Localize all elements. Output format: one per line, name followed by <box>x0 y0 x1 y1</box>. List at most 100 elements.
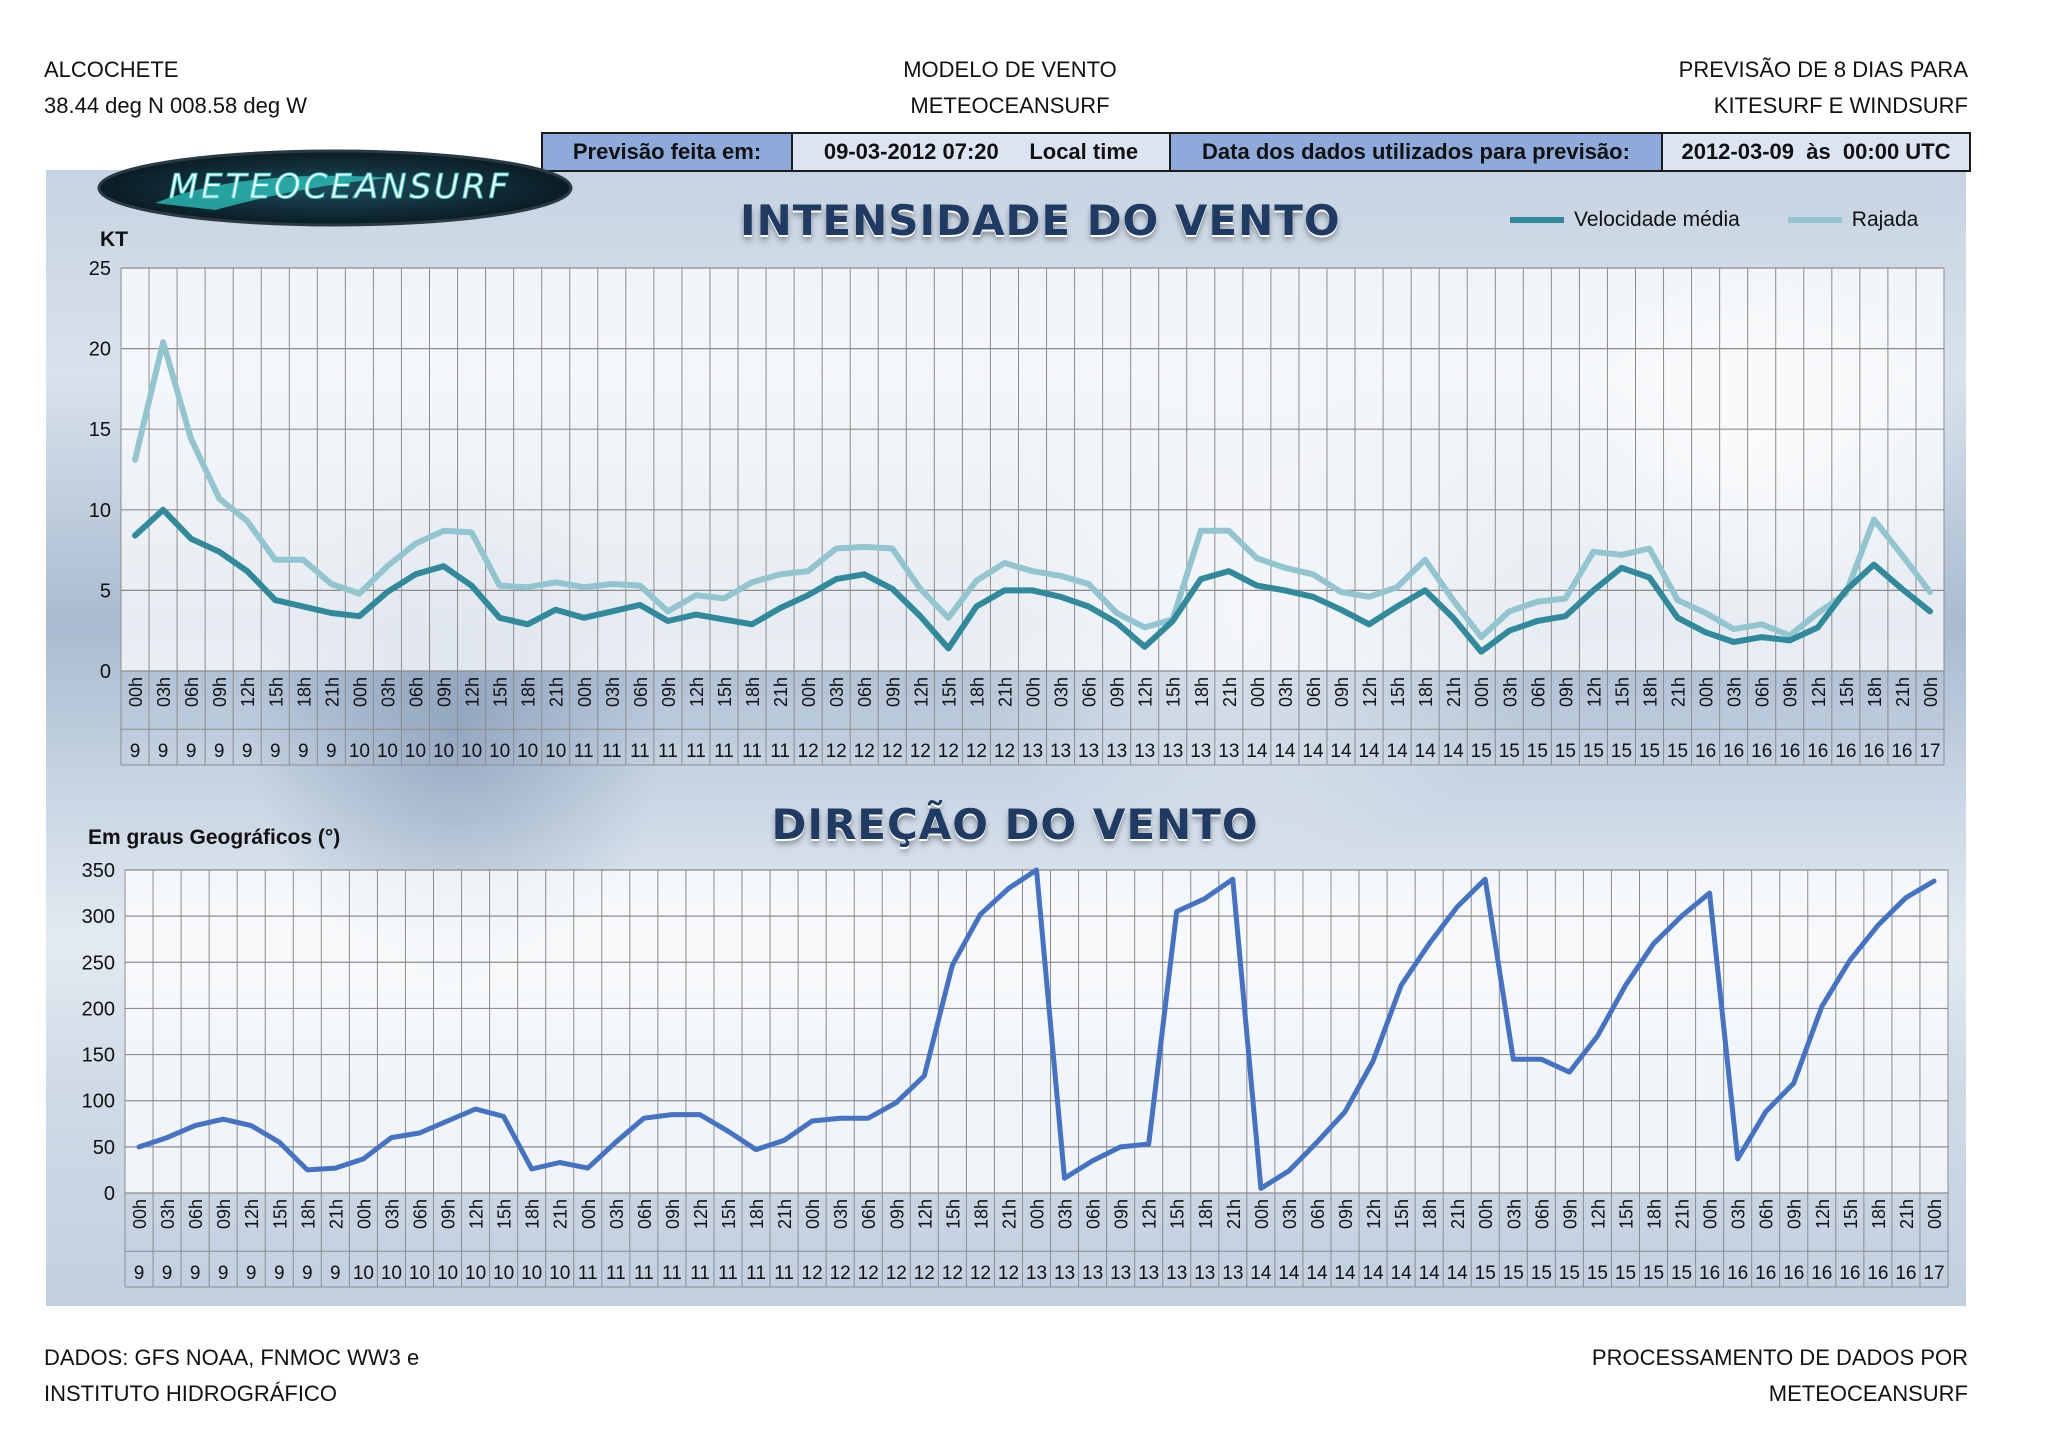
wind-speed-y-tick-label: 5 <box>100 580 111 602</box>
wind-speed-x-day-label: 11 <box>630 741 650 762</box>
wind-speed-x-day-label: 11 <box>602 741 622 762</box>
wind-direction-x-day-label: 14 <box>1447 1263 1469 1284</box>
wind-speed-x-hour-label: 15h <box>266 677 286 707</box>
wind-direction-x-day-label: 16 <box>1699 1263 1720 1284</box>
forecast-made-value: 09-03-2012 07:20 Local time <box>793 134 1171 170</box>
wind-speed-x-day-label: 11 <box>574 741 594 762</box>
location-coordinates: 38.44 deg N 008.58 deg W <box>44 93 307 118</box>
model-header: MODELO DE VENTO METEOCEANSURF <box>760 52 1260 124</box>
data-date-value: 2012-03-09 às 00:00 UTC <box>1663 134 1969 170</box>
wind-direction-x-hour-label: 00h <box>579 1199 599 1229</box>
wind-speed-x-day-label: 16 <box>1779 741 1800 762</box>
wind-speed-series-line-1 <box>132 339 1933 641</box>
wind-speed-legend: Velocidade média Rajada <box>1510 208 1918 232</box>
wind-direction-x-hour-label: 18h <box>747 1199 767 1229</box>
wind-direction-x-hour-label: 06h <box>1532 1199 1552 1229</box>
wind-direction-x-hour-label: 06h <box>859 1199 879 1229</box>
wind-direction-x-day-label: 13 <box>1082 1263 1103 1284</box>
wind-direction-x-day-label: 14 <box>1419 1263 1441 1284</box>
wind-speed-x-hour-label: 18h <box>519 677 539 707</box>
wind-direction-x-day-label: 12 <box>830 1263 851 1284</box>
wind-direction-x-hour-label: 12h <box>1140 1199 1160 1229</box>
legend-gust-swatch <box>1787 217 1842 223</box>
wind-direction-x-hour-label: 03h <box>158 1199 178 1229</box>
data-source-line1: DADOS: GFS NOAA, FNMOC WW3 e <box>44 1345 420 1370</box>
data-source-footer: DADOS: GFS NOAA, FNMOC WW3 e INSTITUTO H… <box>44 1340 419 1412</box>
wind-direction-x-day-label: 14 <box>1278 1263 1300 1284</box>
wind-direction-x-day-label: 16 <box>1783 1263 1804 1284</box>
wind-speed-x-day-label: 15 <box>1471 741 1492 762</box>
wind-direction-x-day-label: 14 <box>1362 1263 1384 1284</box>
wind-speed-x-day-label: 14 <box>1358 741 1380 762</box>
wind-speed-x-hour-label: 03h <box>1500 677 1520 707</box>
wind-direction-x-day-label: 15 <box>1671 1263 1692 1284</box>
wind-direction-x-hour-label: 12h <box>1588 1199 1608 1229</box>
wind-direction-x-day-label: 11 <box>746 1263 766 1284</box>
wind-direction-x-hour-label: 00h <box>1252 1199 1272 1229</box>
wind-speed-x-hour-label: 09h <box>1108 677 1128 707</box>
wind-speed-x-hour-label: 00h <box>1248 677 1268 707</box>
wind-speed-x-day-label: 9 <box>270 741 281 762</box>
wind-direction-x-hour-label: 18h <box>523 1199 543 1229</box>
wind-speed-x-day-label: 11 <box>686 741 706 762</box>
wind-direction-x-day-label: 12 <box>914 1263 935 1284</box>
forecast-title: PREVISÃO DE 8 DIAS PARA <box>1678 57 1968 82</box>
wind-direction-x-hour-label: 00h <box>803 1199 823 1229</box>
model-title: MODELO DE VENTO <box>903 57 1117 82</box>
wind-direction-x-hour-label: 12h <box>1364 1199 1384 1229</box>
wind-speed-x-day-label: 15 <box>1527 741 1548 762</box>
forecast-subtitle: KITESURF E WINDSURF <box>1713 93 1968 118</box>
wind-speed-x-hour-label: 06h <box>631 677 651 707</box>
wind-speed-x-hour-label: 03h <box>603 677 623 707</box>
wind-speed-x-hour-label: 12h <box>238 677 258 707</box>
wind-speed-x-hour-label: 12h <box>1136 677 1156 707</box>
wind-direction-x-day-label: 14 <box>1391 1263 1413 1284</box>
wind-speed-x-day-label: 16 <box>1863 741 1884 762</box>
wind-direction-x-day-label: 12 <box>886 1263 907 1284</box>
wind-direction-x-hour-label: 03h <box>831 1199 851 1229</box>
wind-speed-x-hour-label: 21h <box>547 677 567 707</box>
wind-direction-x-day-label: 10 <box>465 1263 486 1284</box>
wind-direction-x-hour-label: 00h <box>1028 1199 1048 1229</box>
wind-speed-x-hour-label: 15h <box>1612 677 1632 707</box>
wind-speed-x-day-label: 12 <box>882 741 903 762</box>
legend-mean-label: Velocidade média <box>1574 208 1740 231</box>
wind-direction-x-day-label: 16 <box>1839 1263 1860 1284</box>
wind-direction-x-day-label: 15 <box>1615 1263 1636 1284</box>
wind-direction-x-day-label: 11 <box>774 1263 794 1284</box>
wind-speed-x-day-label: 9 <box>186 741 197 762</box>
wind-direction-x-hour-label: 21h <box>1224 1199 1244 1229</box>
wind-speed-x-hour-label: 09h <box>1332 677 1352 707</box>
wind-speed-x-hour-label: 12h <box>1809 677 1829 707</box>
wind-speed-x-day-label: 13 <box>1022 741 1043 762</box>
wind-speed-x-hour-label: 18h <box>1865 677 1885 707</box>
wind-speed-x-hour-label: 00h <box>1024 677 1044 707</box>
wind-direction-x-hour-label: 15h <box>943 1199 963 1229</box>
data-date-label: Data dos dados utilizados para previsão: <box>1171 134 1663 170</box>
wind-speed-x-day-label: 11 <box>770 741 790 762</box>
wind-speed-x-day-label: 16 <box>1723 741 1744 762</box>
wind-speed-x-day-label: 12 <box>854 741 875 762</box>
wind-direction-x-hour-label: 00h <box>1476 1199 1496 1229</box>
wind-speed-x-day-label: 16 <box>1891 741 1912 762</box>
wind-direction-x-hour-label: 18h <box>1645 1199 1665 1229</box>
wind-speed-x-hour-label: 00h <box>350 677 370 707</box>
wind-speed-x-day-label: 13 <box>1190 741 1211 762</box>
wind-speed-x-hour-label: 09h <box>1556 677 1576 707</box>
wind-speed-x-hour-label: 18h <box>1641 677 1661 707</box>
wind-speed-x-day-label: 17 <box>1919 741 1940 762</box>
wind-speed-y-tick-label: 20 <box>89 339 111 361</box>
wind-direction-x-day-label: 13 <box>1110 1263 1131 1284</box>
wind-speed-x-hour-label: 18h <box>743 677 763 707</box>
wind-speed-x-hour-label: 15h <box>1837 677 1857 707</box>
wind-speed-x-day-label: 9 <box>158 741 169 762</box>
wind-direction-x-hour-label: 00h <box>130 1199 150 1229</box>
wind-speed-x-day-label: 14 <box>1302 741 1324 762</box>
wind-direction-x-day-label: 13 <box>1026 1263 1047 1284</box>
wind-direction-x-day-label: 15 <box>1643 1263 1664 1284</box>
wind-speed-x-hour-label: 21h <box>995 677 1015 707</box>
wind-direction-x-hour-label: 12h <box>1813 1199 1833 1229</box>
wind-speed-x-day-label: 15 <box>1639 741 1660 762</box>
wind-direction-x-day-label: 9 <box>190 1263 201 1284</box>
wind-speed-x-day-label: 12 <box>798 741 819 762</box>
